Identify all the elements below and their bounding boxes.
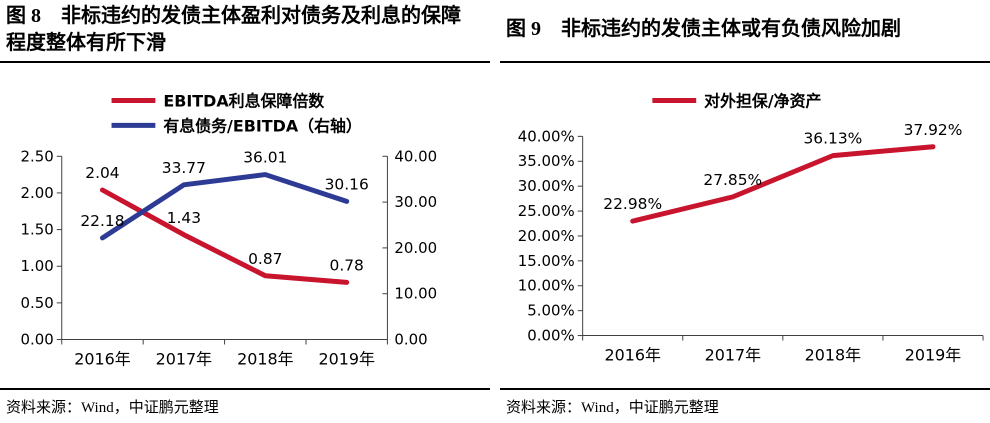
legend-label-1: 对外担保/净资产 [704,91,821,110]
y-tick-label: 0.00% [527,327,574,345]
data-label: 27.85% [703,171,762,189]
y-tick-label-right: 40.00 [394,147,437,165]
y-tick-label: 5.00% [527,302,574,320]
series-line-1 [99,187,350,285]
figure-9-header: 图 9 非标违约的发债主体或有负债风险加剧 [500,0,990,63]
figure-8-chart-area: EBITDA利息保障倍数有息债务/EBITDA（右轴） 2.50 2.00 1.50 1… [0,63,490,388]
category-label: 2017年 [156,349,213,368]
y-tick-label: 1.50 [21,221,54,239]
y-tick-label-right: 0.00 [394,331,427,349]
data-label: 36.13% [803,130,862,148]
series-line-2 [99,172,350,241]
y-tick-label: 1.00 [21,257,54,275]
figure-8-source: 资料来源：Wind，中证鹏元整理 [6,400,219,416]
category-label: 2019年 [318,349,375,368]
data-label: 1.43 [167,209,201,227]
y-tick-label: 35.00% [518,152,575,170]
data-label: 36.01 [243,149,287,167]
legend-label-1: EBITDA利息保障倍数 [163,91,324,110]
y-tick-label: 2.00 [21,184,54,202]
figure-9-source: 资料来源：Wind，中证鹏元整理 [506,400,719,416]
y-tick-label: 20.00% [518,227,575,245]
figure-8-header: 图 8 非标违约的发债主体盈利对债务及利息的保障程度整体有所下滑 [0,0,490,63]
data-label: 33.77 [162,159,206,177]
y-tick-label: 15.00% [518,252,575,270]
data-label: 37.92% [904,121,963,139]
guarantee-ratio-line-chart: 对外担保/净资产 40.00% 35.00% 30.00% 25.00% 20.00% 15… [518,91,984,364]
y-tick-label: 0.50 [21,294,54,312]
y-tick-label: 0.00 [21,331,54,349]
data-label: 22.98% [603,195,662,213]
y-tick-label: 40.00% [518,127,575,145]
y-tick-label: 10.00% [518,277,575,295]
figure-8-footer: 资料来源：Wind，中证鹏元整理 [0,388,490,417]
category-label: 2016年 [74,349,131,368]
series-line-1 [630,144,936,224]
figure-9-title: 图 9 非标违约的发债主体或有负债风险加剧 [506,18,901,40]
figure-8-panel: 图 8 非标违约的发债主体盈利对债务及利息的保障程度整体有所下滑 EBITDA利… [0,0,490,417]
data-label: 0.78 [330,256,364,274]
figure-9-footer: 资料来源：Wind，中证鹏元整理 [500,388,990,417]
y-tick-label: 30.00% [518,177,575,195]
y-tick-label-right: 10.00 [394,285,437,303]
data-label: 0.87 [248,250,282,268]
category-label: 2017年 [705,345,762,364]
data-label: 2.04 [85,164,119,182]
category-label: 2019年 [905,345,962,364]
figure-8-title: 图 8 非标违约的发债主体盈利对债务及利息的保障程度整体有所下滑 [6,4,461,54]
data-label: 30.16 [325,175,369,193]
y-tick-label-right: 30.00 [394,193,437,211]
y-tick-label: 25.00% [518,202,575,220]
figure-9-panel: 图 9 非标违约的发债主体或有负债风险加剧 对外担保/净资产 40.00% 35.0… [495,0,990,423]
y-tick-label: 2.50 [21,147,54,165]
y-tick-label-right: 20.00 [394,239,437,257]
figure-9-chart-area: 对外担保/净资产 40.00% 35.00% 30.00% 25.00% 20.00% 15… [500,63,990,388]
data-label: 22.18 [80,212,124,230]
category-label: 2016年 [604,345,661,364]
category-label: 2018年 [805,345,862,364]
category-label: 2018年 [237,349,294,368]
legend-label-2: 有息债务/EBITDA（右轴） [163,116,362,135]
